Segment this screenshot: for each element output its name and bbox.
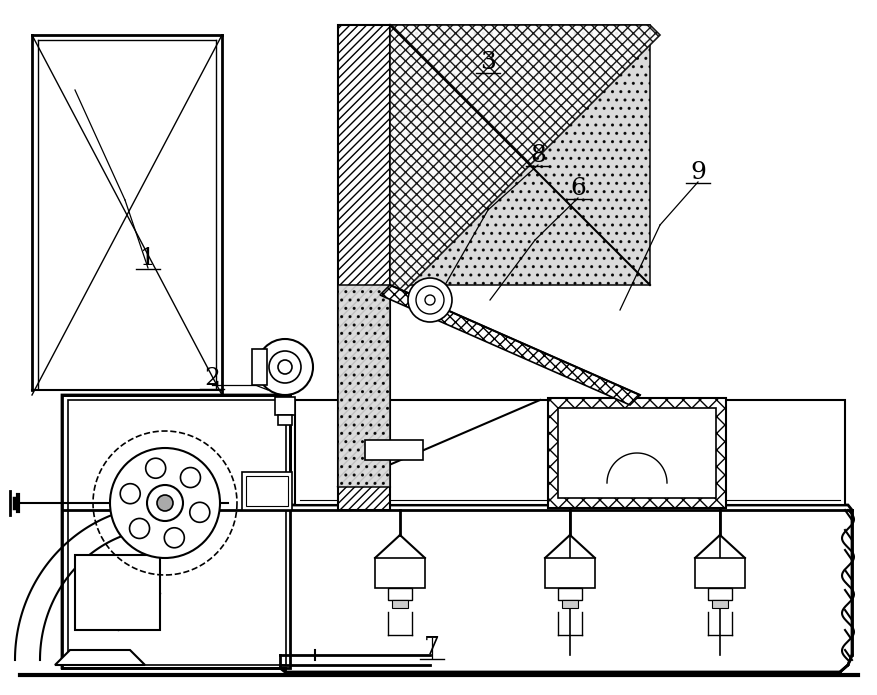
Circle shape	[164, 528, 184, 548]
Circle shape	[130, 518, 149, 539]
Bar	[75, 555, 160, 630]
Circle shape	[408, 278, 452, 322]
Polygon shape	[55, 650, 145, 665]
Bar	[391, 600, 408, 608]
Circle shape	[120, 484, 140, 504]
Circle shape	[181, 468, 200, 488]
Bar	[545, 558, 595, 588]
Bar	[252, 349, 267, 385]
Text: 9: 9	[689, 161, 705, 183]
Bar	[275, 397, 295, 415]
Circle shape	[157, 495, 173, 511]
Polygon shape	[338, 285, 389, 487]
Circle shape	[146, 458, 166, 478]
Bar	[558, 408, 715, 498]
Bar	[365, 440, 423, 460]
Polygon shape	[380, 285, 639, 405]
Bar	[707, 588, 731, 600]
Polygon shape	[62, 395, 851, 672]
Text: 8: 8	[530, 143, 545, 167]
Circle shape	[189, 502, 210, 523]
Circle shape	[110, 448, 220, 558]
Bar	[246, 476, 288, 506]
Text: 7: 7	[424, 637, 439, 660]
Text: 2: 2	[203, 366, 219, 389]
Circle shape	[146, 485, 182, 521]
Bar	[561, 600, 577, 608]
Bar	[338, 25, 389, 510]
Bar	[62, 395, 289, 668]
Circle shape	[424, 295, 434, 305]
Text: 6: 6	[569, 177, 585, 199]
Bar	[558, 588, 581, 600]
Circle shape	[416, 286, 444, 314]
Bar	[388, 588, 411, 600]
Bar	[278, 415, 292, 425]
Circle shape	[278, 360, 292, 374]
Bar	[68, 400, 286, 665]
Text: 1: 1	[140, 247, 156, 270]
Polygon shape	[389, 25, 649, 285]
Text: 3: 3	[480, 51, 496, 74]
Polygon shape	[389, 25, 660, 295]
Bar	[547, 398, 725, 508]
Bar	[295, 400, 844, 505]
Bar	[711, 600, 727, 608]
Bar	[695, 558, 745, 588]
Bar	[242, 472, 292, 510]
Bar	[374, 558, 424, 588]
Circle shape	[257, 339, 312, 395]
Circle shape	[268, 351, 301, 383]
